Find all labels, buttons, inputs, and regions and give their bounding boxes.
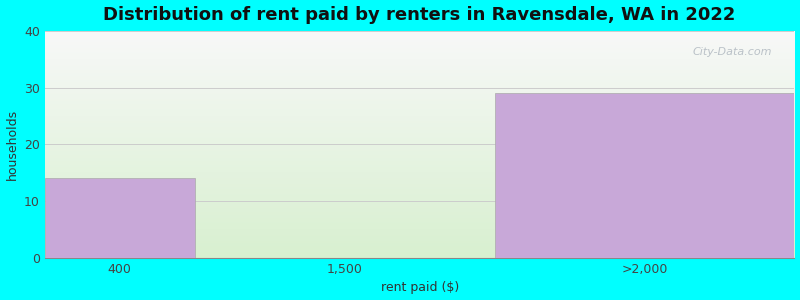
X-axis label: rent paid ($): rent paid ($) bbox=[381, 281, 458, 294]
Bar bbox=[45, 178, 194, 258]
Title: Distribution of rent paid by renters in Ravensdale, WA in 2022: Distribution of rent paid by renters in … bbox=[103, 6, 736, 24]
Bar bbox=[494, 93, 794, 258]
Y-axis label: households: households bbox=[6, 109, 18, 180]
Text: City-Data.com: City-Data.com bbox=[693, 46, 772, 57]
